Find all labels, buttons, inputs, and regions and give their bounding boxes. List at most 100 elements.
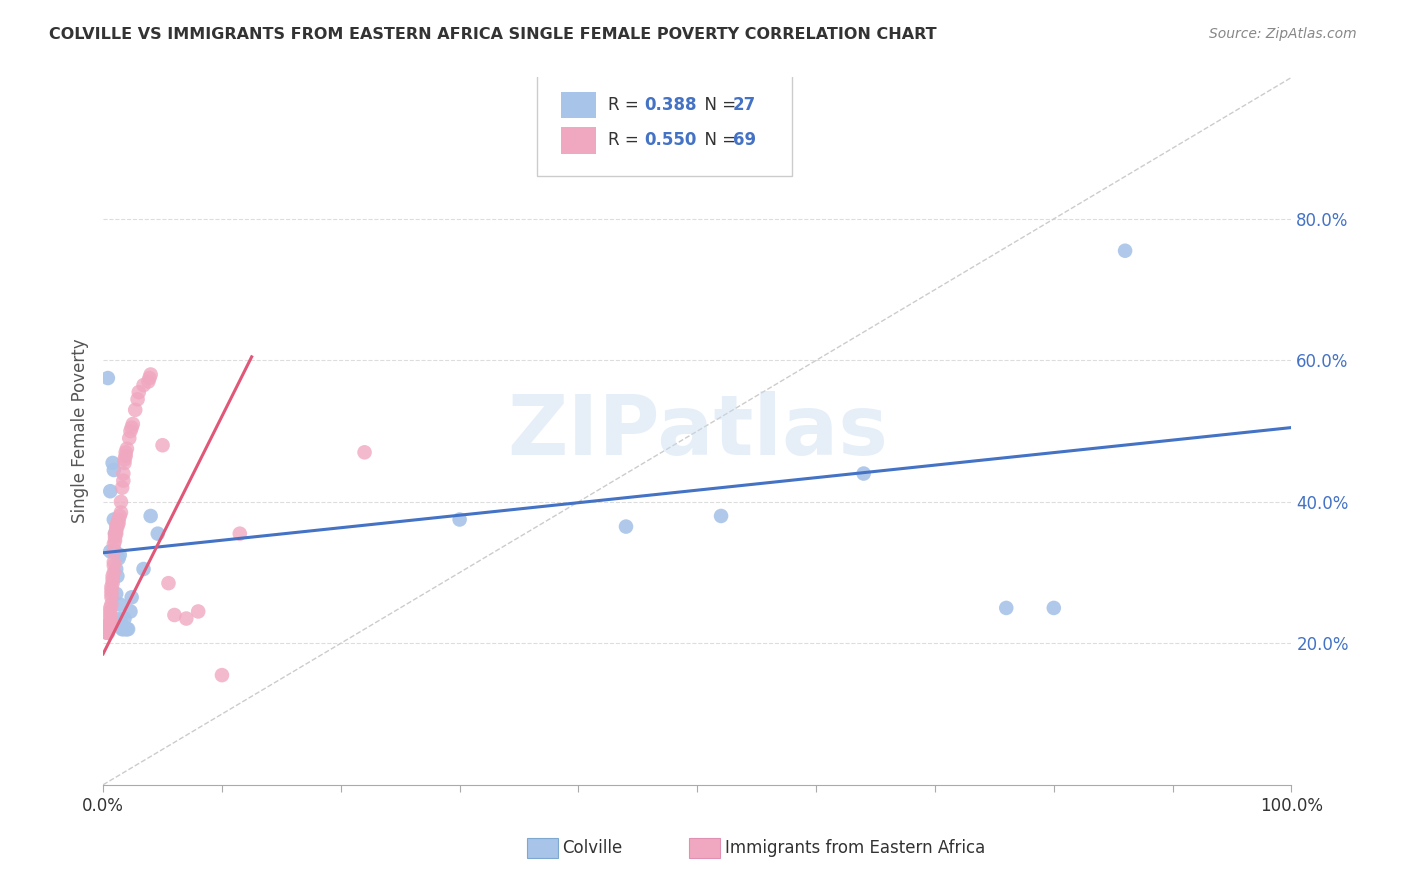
Point [128,385,150,400]
Point [852,467,875,481]
Text: 69: 69 [733,131,756,149]
Point [136,375,159,389]
Text: COLVILLE VS IMMIGRANTS FROM EASTERN AFRICA SINGLE FEMALE POVERTY CORRELATION CHA: COLVILLE VS IMMIGRANTS FROM EASTERN AFRI… [49,27,936,42]
Point [110,611,132,625]
Point [120,604,142,618]
Point [98,604,121,618]
Point [1114,244,1136,258]
Point [105,519,128,533]
Point [103,555,125,569]
Point [98,607,121,622]
Point [103,537,125,551]
Point [114,452,136,467]
Point [101,573,124,587]
Point [157,576,180,591]
Text: 0.550: 0.550 [644,131,696,149]
Point [101,569,124,583]
Text: R =: R = [609,96,644,114]
Point [110,495,132,509]
Point [139,368,162,382]
Point [176,611,198,625]
Point [132,378,155,392]
Point [98,622,121,636]
Point [114,622,136,636]
Point [100,591,122,605]
Point [105,569,128,583]
Point [132,562,155,576]
Point [100,583,122,598]
Point [101,576,124,591]
Point [117,622,139,636]
Point [121,417,143,431]
Point [97,625,120,640]
Point [100,587,122,601]
Text: N =: N = [693,96,741,114]
Point [115,442,138,456]
Point [353,445,375,459]
Point [101,456,124,470]
Point [96,625,118,640]
Point [138,371,160,385]
Point [104,526,127,541]
Point [107,512,129,526]
Point [187,604,209,618]
Point [139,508,162,523]
Point [104,544,127,558]
Bar [561,92,596,119]
Point [107,516,129,530]
Point [995,601,1018,615]
FancyBboxPatch shape [537,74,793,177]
Point [152,438,174,452]
Point [103,566,125,580]
Point [104,533,127,548]
Bar [561,127,596,153]
Point [115,622,138,636]
Point [105,516,128,530]
Text: Immigrants from Eastern Africa: Immigrants from Eastern Africa [725,839,986,857]
Point [98,615,121,629]
Point [108,548,131,562]
Text: 0.388: 0.388 [644,96,696,114]
Text: ZIPatlas: ZIPatlas [506,391,887,472]
Point [127,392,149,407]
Point [111,481,134,495]
Point [97,625,120,640]
Point [103,558,125,573]
Point [449,512,471,526]
Text: R =: R = [609,131,644,149]
Point [97,618,120,632]
Point [104,530,127,544]
Point [163,607,186,622]
Point [98,618,121,632]
Point [108,508,131,523]
Point [112,467,135,481]
Point [103,544,125,558]
Text: Source: ZipAtlas.com: Source: ZipAtlas.com [1209,27,1357,41]
Point [114,449,136,463]
Point [1042,601,1064,615]
Point [105,562,128,576]
Point [121,591,143,605]
Point [105,523,128,537]
Point [211,668,233,682]
Point [98,484,121,499]
Point [107,551,129,566]
Point [100,580,122,594]
Text: 27: 27 [733,96,756,114]
Point [105,587,128,601]
Point [97,622,120,636]
Text: N =: N = [693,131,741,149]
Point [100,598,122,612]
Point [114,456,136,470]
Text: Colville: Colville [562,839,623,857]
Point [96,625,118,640]
Point [105,526,128,541]
Point [146,526,169,541]
Point [104,526,127,541]
Point [229,526,252,541]
Point [614,519,637,533]
Point [114,445,136,459]
Point [120,424,142,438]
Point [103,463,125,477]
Point [114,611,136,625]
